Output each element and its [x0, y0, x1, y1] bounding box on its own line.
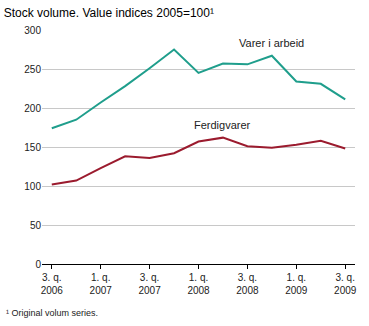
- svg-text:100: 100: [24, 181, 41, 192]
- svg-text:0: 0: [35, 259, 41, 270]
- svg-text:3. q.2007: 3. q.2007: [138, 272, 161, 296]
- svg-text:3. q.2006: 3. q.2006: [41, 272, 64, 296]
- svg-text:¹ Original volum series.: ¹ Original volum series.: [6, 308, 98, 318]
- svg-text:150: 150: [24, 142, 41, 153]
- svg-text:Stock volume. Value indices 20: Stock volume. Value indices 2005=100¹: [4, 6, 214, 20]
- svg-text:300: 300: [24, 25, 41, 36]
- svg-text:3. q.2008: 3. q.2008: [236, 272, 259, 296]
- svg-text:1. q.2008: 1. q.2008: [187, 272, 210, 296]
- svg-text:3. q.2009: 3. q.2009: [334, 272, 357, 296]
- svg-text:250: 250: [24, 64, 41, 75]
- svg-text:Varer i arbeid: Varer i arbeid: [239, 37, 304, 49]
- svg-text:1. q.2007: 1. q.2007: [90, 272, 113, 296]
- svg-text:Ferdigvarer: Ferdigvarer: [194, 119, 251, 131]
- svg-text:1. q.2009: 1. q.2009: [285, 272, 308, 296]
- svg-text:200: 200: [24, 103, 41, 114]
- svg-text:50: 50: [30, 220, 42, 231]
